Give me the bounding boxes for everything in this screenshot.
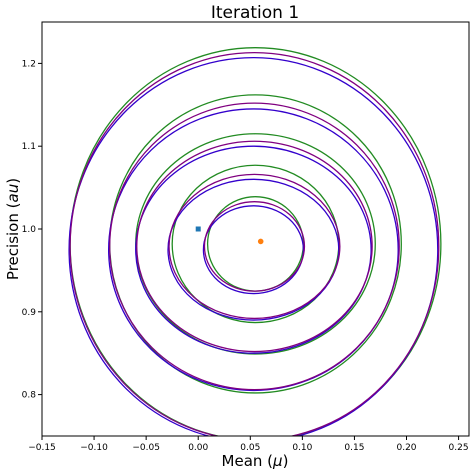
y-axis-label-suffix: ) — [4, 178, 22, 184]
x-tick-label: 0.25 — [449, 443, 469, 453]
y-tick-label: 1.1 — [22, 142, 36, 152]
x-tick-label: 0.10 — [292, 443, 312, 453]
x-axis-label: Mean (μ) — [222, 452, 289, 470]
chart-title: Iteration 1 — [211, 3, 299, 23]
y-tick-label: 1.0 — [22, 225, 37, 235]
x-tick-label: −0.10 — [80, 443, 108, 453]
y-tick-label: 0.9 — [22, 308, 37, 318]
y-axis-label: Precision (au) — [4, 178, 22, 280]
x-tick-label: −0.15 — [28, 443, 56, 453]
plot-frame — [41, 21, 470, 437]
contour-series-2-level-1 — [202, 205, 305, 295]
contour-series-1-level-5 — [69, 47, 442, 436]
y-axis-label-symbol: au — [4, 184, 22, 203]
x-axis-label-suffix: ) — [283, 452, 289, 470]
x-axis-label-prefix: Mean ( — [222, 452, 274, 470]
y-tick-label: 0.8 — [22, 391, 37, 401]
contour-series-2-level-5 — [68, 57, 439, 436]
x-tick-label: 0.20 — [396, 443, 416, 453]
x-axis-label-symbol: μ — [272, 452, 283, 470]
contour-series-2-level-4 — [108, 108, 399, 392]
contours-layer — [68, 47, 442, 436]
y-axis-label-prefix: Precision ( — [4, 203, 22, 281]
contour-series-1-level-1 — [206, 196, 305, 292]
contour-series-3-level-2 — [168, 173, 341, 320]
x-tick-label: 0.05 — [240, 443, 260, 453]
x-tick-label: 0.15 — [344, 443, 364, 453]
plot-area — [68, 47, 442, 436]
contour-series-3-level-5 — [69, 52, 440, 436]
contour-series-3-level-4 — [109, 102, 400, 391]
y-axis: 0.8 0.9 1.0 1.1 1.2 — [22, 59, 42, 401]
orange-marker — [257, 238, 264, 245]
x-tick-label: −0.05 — [132, 443, 160, 453]
contour-series-2-level-3 — [135, 145, 372, 354]
contour-series-3-level-1 — [203, 201, 306, 292]
x-tick-label: 0.00 — [188, 443, 208, 453]
y-tick-label: 1.2 — [22, 59, 36, 69]
contour-series-3-level-3 — [136, 140, 373, 353]
points-layer — [195, 226, 264, 245]
contour-series-2-level-2 — [167, 178, 340, 321]
x-axis: −0.15 −0.10 −0.05 0.00 0.05 0.10 0.15 0.20 0.25 — [28, 436, 469, 453]
blue-marker — [195, 226, 201, 232]
